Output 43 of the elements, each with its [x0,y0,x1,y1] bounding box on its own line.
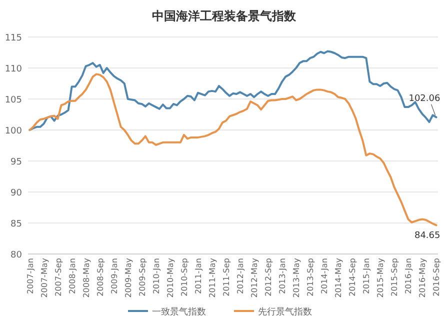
y-tick-label: 115 [4,34,22,44]
x-tick-label: 2010-Jan [152,258,161,294]
x-tick-label: 2009-May [124,258,133,298]
x-tick-label: 2008-Sep [96,258,105,296]
chart-title: 中国海洋工程装备景气指数 [152,9,297,23]
x-tick-label: 2007-Jan [26,258,35,294]
x-tick-label: 2013-Sep [306,258,316,296]
x-tick-label: 2007-May [40,258,49,298]
x-tick-label: 2007-Sep [54,258,63,296]
x-tick-label: 2015-May [376,258,386,298]
x-tick-label: 2013-May [292,258,302,298]
x-tick-label: 2016-Sep [432,258,442,296]
x-tick-label: 2012-Jan [236,258,246,294]
x-tick-label: 2012-Sep [264,258,274,296]
x-tick-label: 2014-Jan [320,258,330,294]
x-tick-label: 2009-Jan [110,258,119,294]
x-tick-label: 2016-Jan [404,258,414,294]
x-tick-label: 2008-May [82,258,91,298]
x-tick-label: 2011-Jan [194,258,203,294]
legend-label: 一致景气指数 [152,306,206,318]
x-tick-label: 2015-Sep [390,258,400,296]
y-tick-label: 95 [10,158,22,168]
x-tick-label: 2010-Sep [180,258,189,296]
y-tick-label: 100 [4,126,22,136]
x-tick-label: 2015-Jan [362,258,372,294]
data-label: 84.65 [414,231,440,242]
y-tick-label: 80 [10,250,22,260]
x-tick-label: 2016-May [418,258,428,298]
x-tick-label: 2013-Jan [278,258,288,294]
x-tick-label: 2008-Jan [68,258,77,294]
y-tick-label: 110 [4,64,22,74]
x-tick-label: 2010-May [166,258,175,298]
x-tick-label: 2014-Sep [348,258,358,296]
legend-label: 先行景气指数 [258,306,312,318]
y-tick-label: 90 [10,188,22,198]
y-tick-label: 105 [4,96,22,106]
data-label: 102.06 [408,94,441,104]
x-tick-label: 2011-Sep [222,258,231,296]
x-tick-label: 2012-May [250,258,260,298]
x-tick-label: 2011-May [208,258,217,298]
y-tick-label: 85 [10,220,22,230]
x-tick-label: 2014-May [334,258,344,298]
x-tick-label: 2009-Sep [138,258,147,296]
